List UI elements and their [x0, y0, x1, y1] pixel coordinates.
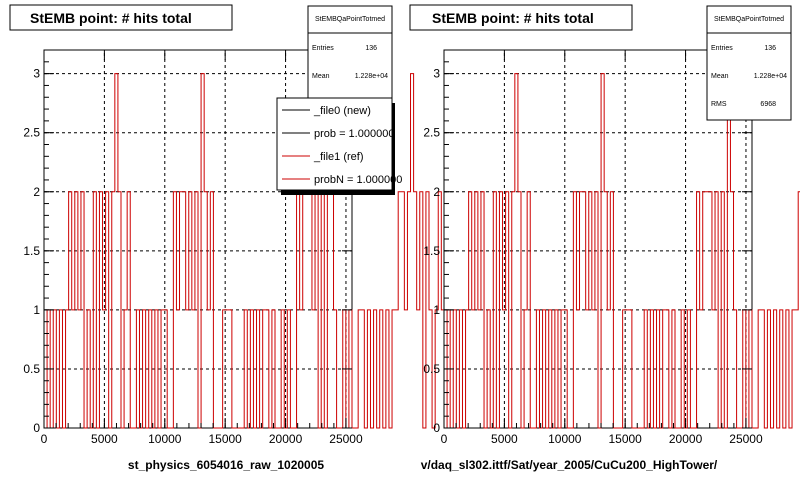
right-stats-rms-value: 6968 [760, 101, 776, 108]
right-stats-mean-label: Mean [711, 73, 729, 80]
left-axes: 0 0.5 1 1.5 2 2.5 3 0 5000 10000 15000 20000 25000 [23, 49, 363, 446]
y-tick-label: 2 [33, 185, 40, 199]
right-x-axis-label: v/daq_sl302.ittf/Sat/year_2005/CuCu200_H… [421, 458, 718, 472]
right-stats-entries-label: Entries [711, 45, 733, 52]
y-tick-label: 0.5 [423, 362, 440, 376]
legend-items: _file0 (new) prob = 1.000000 _file1 (ref) p… [282, 105, 402, 186]
y-tick-label: 1 [33, 303, 40, 317]
x-tick-label: 15000 [608, 432, 642, 446]
left-stats-frame [307, 5, 393, 101]
right-stats-entries-value: 136 [764, 45, 776, 52]
legend-label: prob = 1.000000 [314, 128, 394, 140]
histogram-series-ref [44, 73, 464, 429]
x-tick-label: 0 [441, 432, 448, 446]
x-tick-label: 10000 [548, 432, 582, 446]
y-tick-label: 3 [33, 67, 40, 81]
left-panel: StEMB point: # hits total 00.511.522.530… [9, 4, 464, 472]
right-stats-box: StEMBQaPointTotmed Entries 136 Mean 1.22… [706, 5, 792, 121]
right-axes: 0 0.5 1 1.5 2 2.5 3 0 5000 10000 15000 20000 25000 [423, 49, 763, 446]
left-legend: _file0 (new) prob = 1.000000 _file1 (ref) p… [276, 97, 402, 195]
right-stats-rms-label: RMS [711, 101, 727, 108]
y-tick-label: 1 [433, 303, 440, 317]
x-tick-label: 20000 [269, 432, 303, 446]
left-stats-entries-label: Entries [312, 45, 334, 52]
legend-frame [276, 97, 393, 191]
y-tick-label: 2.5 [423, 126, 440, 140]
left-x-axis-label: st_physics_6054016_raw_1020005 [128, 458, 324, 472]
legend-label: _file1 (ref) [313, 151, 364, 163]
left-stats-entries-value: 136 [365, 45, 377, 52]
y-tick-label: 1.5 [23, 244, 40, 258]
y-tick-label: 3 [433, 67, 440, 81]
y-tick-label: 2.5 [23, 126, 40, 140]
x-tick-label: 20000 [669, 432, 703, 446]
x-tick-label: 5000 [491, 432, 518, 446]
x-tick-label: 25000 [729, 432, 763, 446]
y-tick-label: 0 [33, 421, 40, 435]
left-stats-mean-value: 1.228e+04 [355, 73, 388, 80]
x-tick-label: 5000 [91, 432, 118, 446]
left-title-box [9, 4, 233, 31]
left-histogram [44, 73, 464, 429]
legend-label: probN = 1.000000 [314, 174, 402, 186]
x-tick-label: 15000 [208, 432, 242, 446]
left-stats-name: StEMBQaPointTotmed [315, 16, 385, 23]
y-tick-label: 0 [433, 421, 440, 435]
x-tick-label: 10000 [148, 432, 182, 446]
right-stats-name: StEMBQaPointTotmed [714, 16, 784, 23]
histogram-series-ref [444, 73, 800, 429]
left-stats-box: StEMBQaPointTotmed Entries 136 Mean 1.22… [307, 5, 393, 101]
left-title: StEMB point: # hits total [30, 10, 192, 26]
right-panel: StEMB point: # hits total 00.511.522.530… [409, 4, 800, 472]
right-stats-frame [706, 5, 792, 121]
left-stats-mean-label: Mean [312, 73, 330, 80]
right-stats-mean-value: 1.228e+04 [754, 73, 787, 80]
y-tick-label: 2 [433, 185, 440, 199]
right-histogram [444, 73, 800, 429]
x-tick-label: 25000 [329, 432, 363, 446]
x-tick-label: 0 [41, 432, 48, 446]
y-tick-label: 0.5 [23, 362, 40, 376]
legend-label: _file0 (new) [313, 105, 371, 117]
y-tick-label: 1.5 [423, 244, 440, 258]
right-title-box [409, 4, 633, 31]
right-title: StEMB point: # hits total [432, 10, 594, 26]
